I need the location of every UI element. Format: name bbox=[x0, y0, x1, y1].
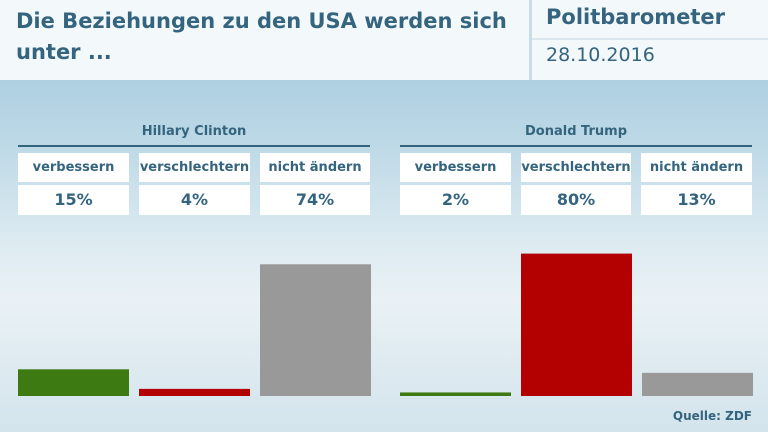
header-divider bbox=[529, 0, 532, 80]
header-separator bbox=[532, 38, 768, 40]
chart-title: Die Beziehungen zu den USA werden sich u… bbox=[16, 9, 507, 64]
source-label: Quelle: ZDF bbox=[672, 409, 752, 423]
bar-trump-nicht-aendern bbox=[642, 372, 753, 396]
group-rule-clinton bbox=[18, 145, 370, 147]
bar-trump-verbessern bbox=[400, 392, 511, 396]
header: Die Beziehungen zu den USA werden sich u… bbox=[0, 0, 768, 80]
group-title-clinton: Hillary Clinton bbox=[141, 124, 247, 139]
bar-clinton-nicht-aendern bbox=[260, 264, 371, 396]
bar-clinton-verbessern bbox=[18, 369, 129, 396]
value-label-trump-verschlechtern: 80% bbox=[521, 185, 631, 215]
brand-label: Politbarometer bbox=[546, 5, 726, 29]
value-label-clinton-nicht-aendern: 74% bbox=[260, 185, 370, 215]
category-label-trump-nicht-aendern: nicht ändern bbox=[641, 153, 752, 182]
category-label-clinton-nicht-aendern: nicht ändern bbox=[260, 153, 370, 182]
group-title-trump: Donald Trump bbox=[525, 124, 627, 139]
category-label-clinton-verbessern: verbessern bbox=[18, 153, 129, 182]
date-label: 28.10.2016 bbox=[546, 44, 655, 66]
value-label-trump-verbessern: 2% bbox=[400, 185, 511, 215]
bar-clinton-verschlechtern bbox=[139, 388, 250, 396]
category-label-clinton-verschlechtern: verschlechtern bbox=[139, 153, 250, 182]
category-label-trump-verschlechtern: verschlechtern bbox=[521, 153, 631, 182]
bar-trump-verschlechtern bbox=[521, 253, 632, 396]
group-rule-trump bbox=[400, 145, 752, 147]
value-label-clinton-verschlechtern: 4% bbox=[139, 185, 250, 215]
value-label-clinton-verbessern: 15% bbox=[18, 185, 129, 215]
category-label-trump-verbessern: verbessern bbox=[400, 153, 511, 182]
value-label-trump-nicht-aendern: 13% bbox=[641, 185, 752, 215]
